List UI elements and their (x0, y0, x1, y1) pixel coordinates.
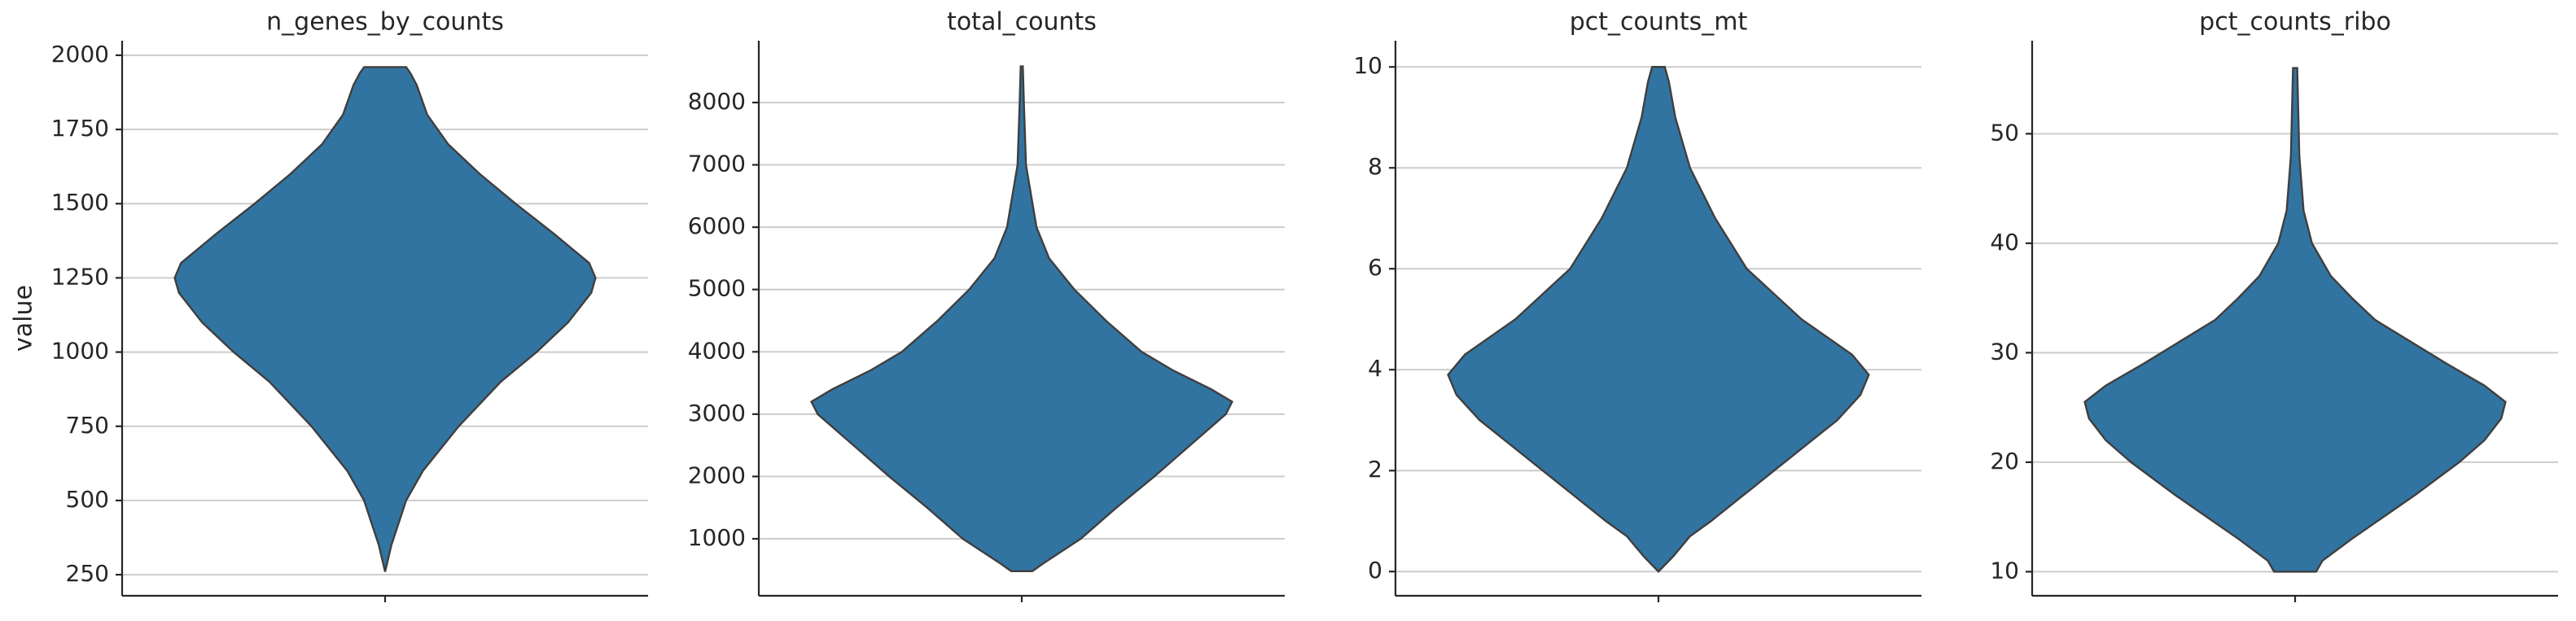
panel-title: pct_counts_mt (1570, 8, 1748, 37)
y-tick-label: 3000 (688, 400, 746, 426)
y-tick-label: 1000 (688, 524, 746, 551)
y-tick-label: 1750 (51, 115, 109, 142)
y-tick-label: 8 (1368, 153, 1382, 180)
y-tick-label: 6 (1368, 254, 1382, 281)
y-tick-label: 10 (1353, 52, 1382, 79)
y-tick-label: 2000 (51, 41, 109, 68)
y-tick-label: 50 (1990, 119, 2019, 146)
y-tick-label: 5000 (688, 275, 746, 302)
y-tick-label: 1000 (51, 338, 109, 365)
y-axis-label: value (10, 285, 38, 352)
y-tick-label: 1250 (51, 263, 109, 290)
y-tick-label: 250 (66, 560, 109, 587)
y-tick-label: 1500 (51, 189, 109, 216)
panel-title: n_genes_by_counts (266, 8, 504, 37)
violin (1447, 66, 1870, 573)
y-tick-label: 750 (66, 412, 109, 439)
panel-title: total_counts (947, 8, 1097, 37)
panel-title: pct_counts_ribo (2199, 8, 2391, 37)
y-tick-label: 10 (1990, 557, 2019, 584)
violin (810, 65, 1233, 573)
y-tick-label: 6000 (688, 212, 746, 239)
y-tick-label: 4000 (688, 337, 746, 364)
y-tick-label: 7000 (688, 151, 746, 177)
y-tick-label: 20 (1990, 448, 2019, 474)
y-tick-label: 0 (1368, 557, 1382, 584)
y-tick-label: 8000 (688, 88, 746, 115)
violin (2083, 67, 2507, 573)
y-tick-label: 30 (1990, 338, 2019, 365)
y-tick-label: 40 (1990, 229, 2019, 256)
violin (173, 66, 597, 572)
y-tick-label: 4 (1368, 355, 1382, 382)
y-tick-label: 2 (1368, 456, 1382, 483)
y-tick-label: 500 (66, 486, 109, 513)
y-tick-label: 2000 (688, 461, 746, 488)
